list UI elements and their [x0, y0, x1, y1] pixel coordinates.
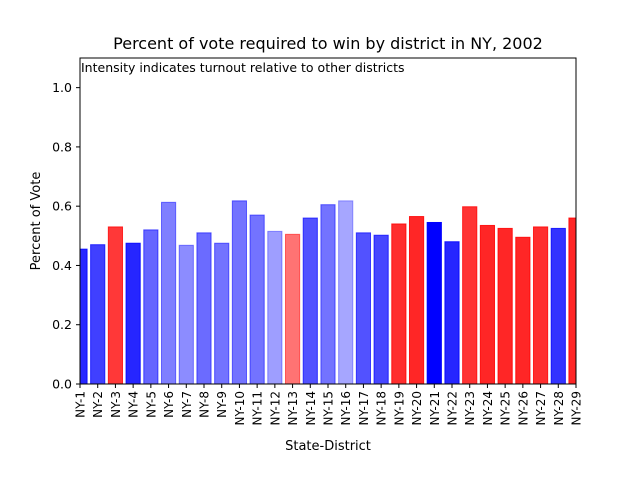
- y-tick-label: 0.8: [52, 139, 72, 154]
- bar-ny-28: [550, 227, 566, 384]
- bar-ny-24: [479, 224, 496, 384]
- x-tick-label: NY-9: [215, 391, 229, 418]
- chart-title: Percent of vote required to win by distr…: [113, 34, 543, 53]
- bar-ny-7: [178, 244, 194, 384]
- x-tick-label: NY-25: [499, 391, 513, 425]
- x-tick-label: NY-5: [144, 391, 158, 418]
- x-tick-label: NY-21: [428, 391, 442, 425]
- x-tick-label: NY-28: [552, 391, 566, 425]
- bar-ny-14: [302, 217, 318, 384]
- y-tick-label: 0.2: [52, 317, 72, 332]
- chart-annotation: Intensity indicates turnout relative to …: [81, 60, 405, 75]
- bar-ny-15: [320, 204, 336, 384]
- x-tick-label: NY-7: [180, 391, 194, 418]
- x-axis: NY-1 NY-2 NY-3 NY-4 NY-5 NY-6 NY-7 NY-8 NY-9 NY-1…: [74, 384, 584, 425]
- y-axis: 0.0 0.2 0.4 0.6 0.8 1.0: [52, 80, 80, 392]
- x-tick-label: NY-19: [392, 391, 406, 425]
- x-tick-label: NY-1: [74, 391, 88, 418]
- x-tick-label: NY-3: [109, 391, 123, 418]
- x-tick-label: NY-22: [446, 391, 460, 425]
- bar-ny-27: [532, 226, 549, 384]
- x-tick-label: NY-8: [198, 391, 212, 418]
- bars-group: [80, 200, 576, 384]
- bar-ny-19: [391, 223, 407, 384]
- x-tick-label: NY-11: [251, 391, 265, 425]
- x-tick-label: NY-17: [357, 391, 371, 425]
- x-axis-label: State-District: [285, 439, 371, 454]
- plot-frame: [79, 57, 577, 385]
- y-tick-label: 0.0: [52, 377, 72, 392]
- bar-ny-22: [444, 241, 460, 384]
- bar-ny-13: [284, 233, 301, 384]
- bar-ny-1: [80, 248, 88, 384]
- bar-ny-21: [426, 221, 442, 384]
- x-tick-label: NY-29: [570, 391, 584, 425]
- x-tick-label: NY-24: [481, 391, 495, 425]
- bar-ny-17: [355, 232, 372, 384]
- bar-ny-4: [125, 242, 141, 384]
- bar-ny-5: [143, 229, 159, 384]
- bar-ny-18: [373, 234, 389, 384]
- x-tick-label: NY-14: [304, 391, 318, 425]
- y-axis-label: Percent of Vote: [29, 172, 44, 271]
- x-tick-label: NY-16: [339, 391, 353, 425]
- x-tick-label: NY-26: [516, 391, 530, 425]
- x-tick-label: NY-13: [286, 391, 300, 425]
- bar-ny-25: [497, 227, 513, 384]
- x-tick-label: NY-6: [162, 391, 176, 418]
- bar-ny-3: [107, 226, 124, 384]
- x-tick-label: NY-18: [375, 391, 389, 425]
- y-tick-label: 0.4: [52, 258, 72, 273]
- bar-ny-8: [196, 232, 212, 384]
- bar-ny-20: [408, 216, 425, 384]
- x-tick-label: NY-23: [463, 391, 477, 425]
- bar-ny-10: [231, 200, 248, 384]
- x-tick-label: NY-4: [127, 391, 141, 418]
- y-tick-label: 1.0: [52, 80, 72, 95]
- x-tick-label: NY-2: [91, 391, 105, 418]
- bar-ny-23: [462, 206, 478, 384]
- bar-ny-2: [90, 244, 106, 384]
- bar-ny-12: [267, 230, 283, 384]
- bar-ny-9: [214, 242, 230, 384]
- x-tick-label: NY-20: [410, 391, 424, 425]
- y-tick-label: 0.6: [52, 199, 72, 214]
- x-tick-label: NY-10: [233, 391, 247, 425]
- bar-ny-11: [249, 214, 265, 384]
- bar-ny-26: [515, 236, 531, 384]
- x-tick-label: NY-15: [322, 391, 336, 425]
- bar-ny-6: [160, 201, 177, 384]
- x-tick-label: NY-12: [268, 391, 282, 425]
- x-tick-label: NY-27: [534, 391, 548, 425]
- bar-ny-16: [338, 200, 354, 384]
